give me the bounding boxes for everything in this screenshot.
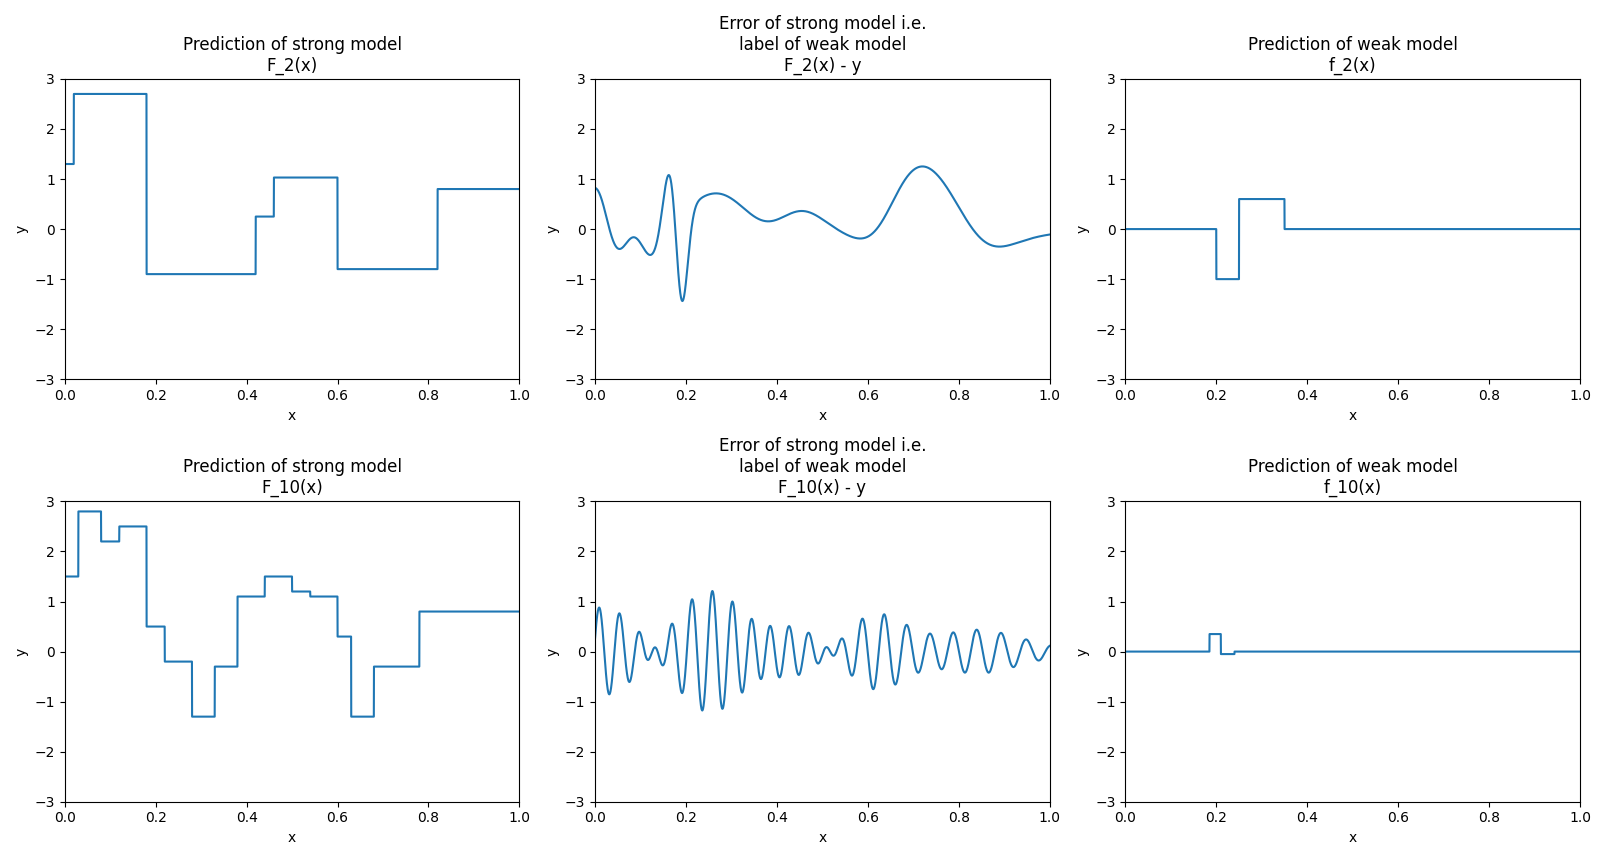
X-axis label: x: x: [819, 408, 827, 422]
Title: Prediction of weak model
f_2(x): Prediction of weak model f_2(x): [1247, 36, 1457, 75]
Y-axis label: y: y: [14, 648, 29, 655]
Y-axis label: y: y: [1075, 225, 1088, 233]
Title: Prediction of strong model
F_10(x): Prediction of strong model F_10(x): [183, 458, 401, 497]
X-axis label: x: x: [1348, 831, 1356, 845]
X-axis label: x: x: [287, 831, 295, 845]
Title: Prediction of strong model
F_2(x): Prediction of strong model F_2(x): [183, 36, 401, 75]
Title: Error of strong model i.e.
label of weak model
F_10(x) - y: Error of strong model i.e. label of weak…: [717, 438, 926, 497]
X-axis label: x: x: [1348, 408, 1356, 422]
X-axis label: x: x: [287, 408, 295, 422]
X-axis label: x: x: [819, 831, 827, 845]
Title: Prediction of weak model
f_10(x): Prediction of weak model f_10(x): [1247, 458, 1457, 497]
Y-axis label: y: y: [546, 225, 559, 233]
Y-axis label: y: y: [1075, 648, 1088, 655]
Y-axis label: y: y: [546, 648, 559, 655]
Y-axis label: y: y: [14, 225, 29, 233]
Title: Error of strong model i.e.
label of weak model
F_2(x) - y: Error of strong model i.e. label of weak…: [717, 15, 926, 75]
